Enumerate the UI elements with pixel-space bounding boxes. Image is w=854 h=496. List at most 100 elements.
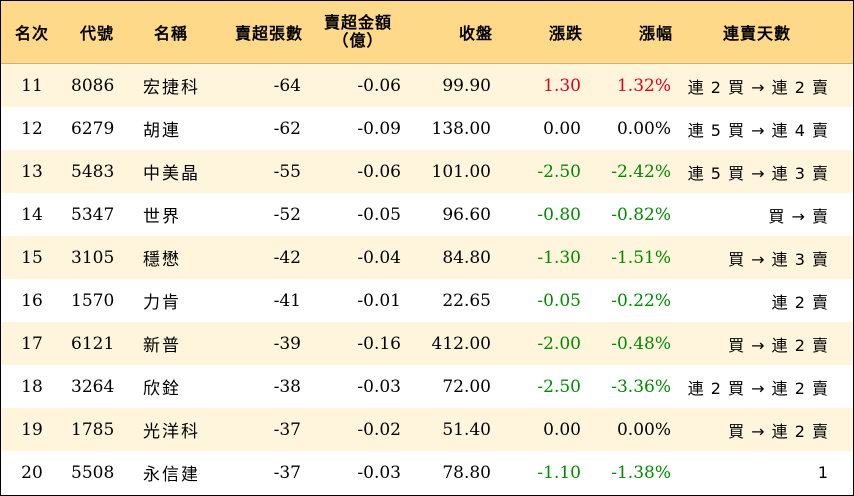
cell-net-sell-amount: -0.02 <box>357 419 401 440</box>
cell-close: 101.00 <box>431 161 491 182</box>
cell-net-sell-amount: -0.09 <box>357 118 401 139</box>
header-change-pct: 漲幅 <box>638 24 673 43</box>
header-name: 名稱 <box>153 24 188 43</box>
cell-name: 宏捷科 <box>143 78 200 98</box>
cell-close: 72.00 <box>442 376 491 397</box>
table-row: 14 5347 世界 -52 -0.05 96.60 -0.80 -0.82% 買 → 賣 <box>1 193 853 236</box>
table-header: 名次 代號 名稱 賣超張數 賣超金額 （億） 收盤 漲跌 漲幅 連賣天數 <box>1 1 853 64</box>
cell-code: 3264 <box>71 376 115 397</box>
cell-net-sell-amount: -0.05 <box>357 204 401 225</box>
cell-change-pct: 0.00% <box>616 419 671 440</box>
cell-close: 412.00 <box>431 333 491 354</box>
cell-name: 欣銓 <box>143 379 181 399</box>
cell-net-sell-lots: -39 <box>273 333 301 354</box>
cell-change: -2.50 <box>537 376 581 397</box>
cell-code: 3105 <box>71 247 115 268</box>
cell-change: -0.80 <box>537 204 581 225</box>
header-net-sell-amount-unit: （億） <box>332 31 384 50</box>
cell-rank: 13 <box>21 161 43 182</box>
cell-rank: 17 <box>21 333 43 354</box>
cell-net-sell-amount: -0.06 <box>357 75 401 96</box>
header-change: 漲跌 <box>548 24 583 43</box>
cell-code: 5483 <box>71 161 115 182</box>
cell-change-pct: 1.32% <box>616 75 671 96</box>
cell-close: 138.00 <box>431 118 491 139</box>
cell-streak: 買 → 連 2 賣 <box>728 421 829 441</box>
cell-net-sell-amount: -0.16 <box>357 333 401 354</box>
cell-change: -1.30 <box>537 247 581 268</box>
cell-code: 8086 <box>71 75 115 96</box>
cell-net-sell-lots: -52 <box>273 204 301 225</box>
cell-streak: 連 5 買 → 連 4 賣 <box>687 120 829 140</box>
table-row: 18 3264 欣銓 -38 -0.03 72.00 -2.50 -3.36% 連 2 買 → … <box>1 365 853 408</box>
cell-net-sell-amount: -0.03 <box>357 462 401 483</box>
cell-close: 99.90 <box>442 75 491 96</box>
cell-streak: 連 2 買 → 連 2 賣 <box>687 378 829 398</box>
cell-close: 51.40 <box>442 419 491 440</box>
cell-close: 78.80 <box>442 462 491 483</box>
cell-name: 胡連 <box>143 121 181 141</box>
cell-change-pct: -1.38% <box>611 462 671 483</box>
cell-rank: 11 <box>21 75 43 96</box>
cell-rank: 14 <box>21 204 43 225</box>
cell-streak: 買 → 連 3 賣 <box>728 249 829 269</box>
cell-rank: 18 <box>21 376 43 397</box>
cell-name: 永信建 <box>143 465 200 485</box>
table-row: 16 1570 力肯 -41 -0.01 22.65 -0.05 -0.22% 連 2 賣 <box>1 279 853 322</box>
cell-change-pct: -0.48% <box>611 333 671 354</box>
cell-net-sell-amount: -0.06 <box>357 161 401 182</box>
table-row: 20 5508 永信建 -37 -0.03 78.80 -1.10 -1.38% 1 <box>1 451 853 494</box>
cell-change: -1.10 <box>537 462 581 483</box>
header-streak: 連賣天數 <box>722 24 791 43</box>
cell-change: -2.00 <box>537 333 581 354</box>
cell-change: 0.00 <box>543 118 581 139</box>
cell-code: 1785 <box>71 419 115 440</box>
cell-close: 22.65 <box>442 290 491 311</box>
table-row: 15 3105 穩懋 -42 -0.04 84.80 -1.30 -1.51% 買 → 連 3 … <box>1 236 853 279</box>
header-net-sell-amount-line1: 賣超金額 <box>323 13 392 32</box>
header-net-sell-lots: 賣超張數 <box>234 24 303 43</box>
cell-change-pct: -0.82% <box>611 204 671 225</box>
cell-net-sell-amount: -0.03 <box>357 376 401 397</box>
cell-rank: 16 <box>21 290 43 311</box>
table-body: 11 8086 宏捷科 -64 -0.06 99.90 1.30 1.32% 連 2 買 → 連… <box>1 64 853 494</box>
cell-change-pct: -2.42% <box>611 161 671 182</box>
cell-name: 中美晶 <box>143 164 200 184</box>
cell-net-sell-amount: -0.04 <box>357 247 401 268</box>
cell-streak: 買 → 連 2 賣 <box>728 335 829 355</box>
cell-name: 穩懋 <box>143 250 181 270</box>
table-row: 12 6279 胡連 -62 -0.09 138.00 0.00 0.00% 連 5 買 → 連… <box>1 107 853 150</box>
cell-code: 1570 <box>71 290 115 311</box>
cell-name: 新普 <box>143 336 181 356</box>
cell-net-sell-amount: -0.01 <box>357 290 401 311</box>
cell-change: -0.05 <box>537 290 581 311</box>
header-code: 代號 <box>79 24 114 43</box>
cell-net-sell-lots: -41 <box>273 290 301 311</box>
cell-change-pct: -0.22% <box>611 290 671 311</box>
cell-rank: 20 <box>21 462 43 483</box>
cell-net-sell-lots: -64 <box>273 75 301 96</box>
cell-rank: 15 <box>21 247 43 268</box>
cell-net-sell-lots: -37 <box>273 419 301 440</box>
cell-streak: 買 → 賣 <box>768 206 829 226</box>
cell-change: -2.50 <box>537 161 581 182</box>
cell-rank: 19 <box>21 419 43 440</box>
header-rank: 名次 <box>14 24 49 43</box>
cell-net-sell-lots: -38 <box>273 376 301 397</box>
cell-code: 5508 <box>71 462 115 483</box>
cell-name: 世界 <box>143 207 181 227</box>
cell-change-pct: 0.00% <box>616 118 671 139</box>
cell-net-sell-lots: -42 <box>273 247 301 268</box>
header-close: 收盤 <box>458 24 493 43</box>
cell-change: 0.00 <box>543 419 581 440</box>
cell-code: 5347 <box>71 204 115 225</box>
cell-net-sell-lots: -37 <box>273 462 301 483</box>
cell-rank: 12 <box>21 118 43 139</box>
cell-streak: 連 2 賣 <box>771 292 829 312</box>
cell-code: 6279 <box>71 118 115 139</box>
table-row: 11 8086 宏捷科 -64 -0.06 99.90 1.30 1.32% 連 2 買 → 連… <box>1 64 853 107</box>
cell-streak: 連 5 買 → 連 3 賣 <box>687 163 829 183</box>
cell-close: 96.60 <box>442 204 491 225</box>
cell-change: 1.30 <box>543 75 581 96</box>
